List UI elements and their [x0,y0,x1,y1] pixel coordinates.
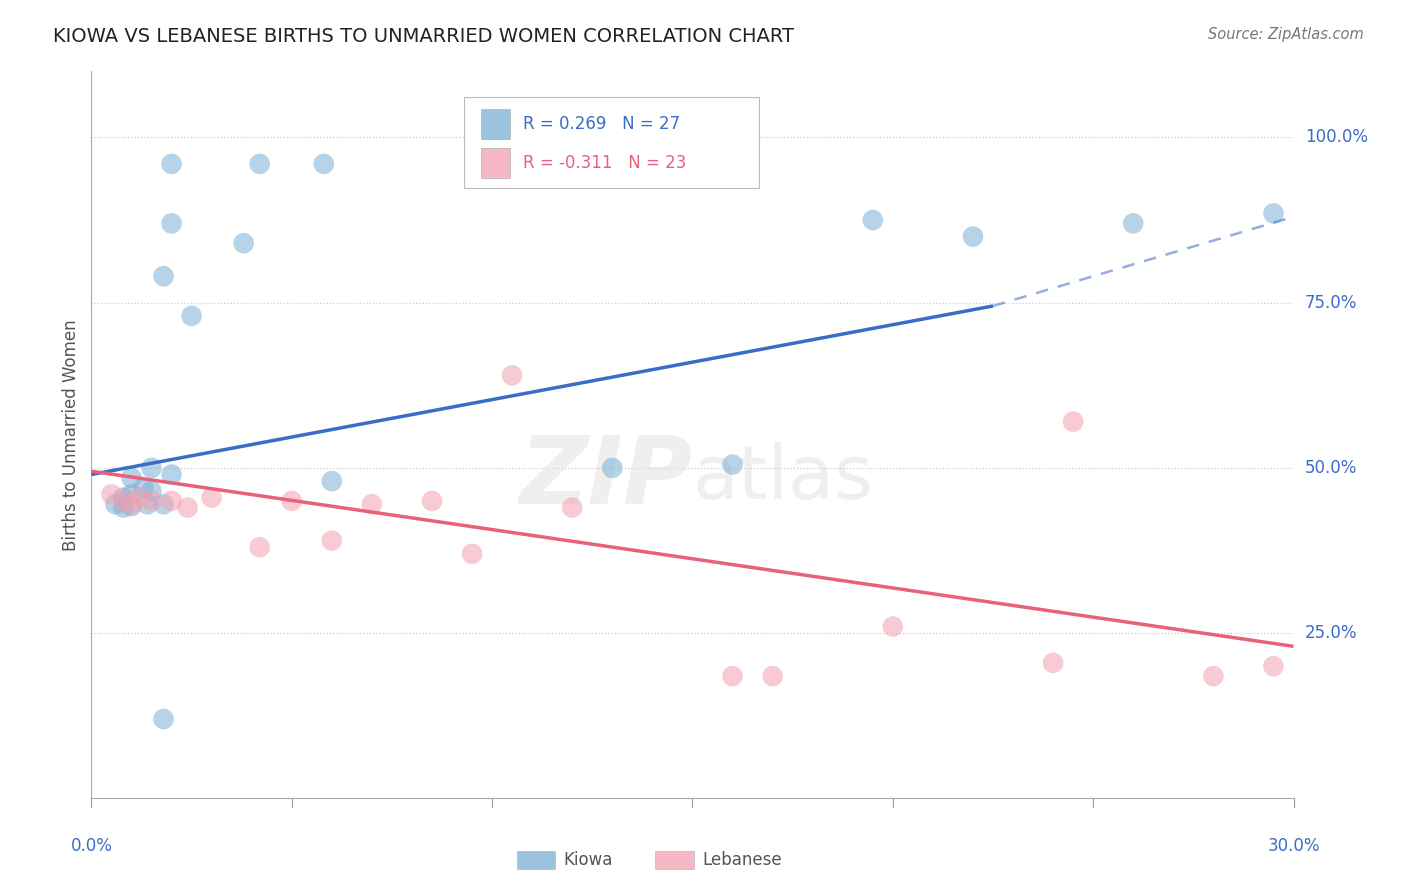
Point [121,500,143,514]
Text: 30.0%: 30.0% [1267,838,1320,855]
Point [104,497,127,511]
Point [136,497,159,511]
Point [721,458,744,472]
Point [141,494,163,508]
Point [132,481,155,495]
Point [128,491,150,505]
Point [152,497,174,511]
Point [1062,415,1084,429]
Point [561,500,583,515]
Point [121,497,143,511]
Text: Kiowa: Kiowa [564,851,613,869]
Point [501,368,523,383]
Point [281,494,304,508]
Point [882,619,904,633]
Point [1122,216,1144,230]
Text: R = -0.311   N = 23: R = -0.311 N = 23 [523,154,686,172]
Point [112,491,135,505]
Point [121,471,143,485]
Point [121,487,143,501]
Point [112,494,135,508]
Point [862,213,884,227]
Point [249,540,271,554]
Point [1263,659,1285,673]
Point [176,500,198,515]
Point [201,491,224,505]
FancyBboxPatch shape [481,109,510,139]
FancyBboxPatch shape [655,851,693,869]
Text: ZIP: ZIP [520,433,692,524]
Point [160,216,183,230]
Point [321,533,343,548]
Text: Lebanese: Lebanese [702,851,782,869]
Point [232,236,254,251]
FancyBboxPatch shape [481,148,510,178]
Point [461,547,484,561]
Point [312,157,335,171]
Point [1042,656,1064,670]
Point [420,494,443,508]
Point [180,309,202,323]
Text: Source: ZipAtlas.com: Source: ZipAtlas.com [1208,27,1364,42]
Point [100,487,122,501]
Point [160,157,183,171]
Y-axis label: Births to Unmarried Women: Births to Unmarried Women [62,319,80,550]
Point [160,494,183,508]
Text: 75.0%: 75.0% [1305,293,1357,311]
Point [160,467,183,482]
Point [152,269,174,284]
Text: atlas: atlas [692,442,873,515]
Point [360,497,382,511]
FancyBboxPatch shape [464,97,759,187]
FancyBboxPatch shape [517,851,555,869]
Text: KIOWA VS LEBANESE BIRTHS TO UNMARRIED WOMEN CORRELATION CHART: KIOWA VS LEBANESE BIRTHS TO UNMARRIED WO… [53,27,794,45]
Point [321,474,343,488]
Point [762,669,785,683]
Point [249,157,271,171]
Point [141,483,163,498]
Point [721,669,744,683]
Point [1202,669,1225,683]
Point [152,712,174,726]
Point [1263,206,1285,220]
Text: R = 0.269   N = 27: R = 0.269 N = 27 [523,115,681,133]
Text: 100.0%: 100.0% [1305,128,1368,146]
Point [112,500,135,515]
Point [141,461,163,475]
Point [602,461,624,475]
Text: 0.0%: 0.0% [70,838,112,855]
Text: 50.0%: 50.0% [1305,458,1357,477]
Point [962,229,984,244]
Text: 25.0%: 25.0% [1305,624,1357,642]
